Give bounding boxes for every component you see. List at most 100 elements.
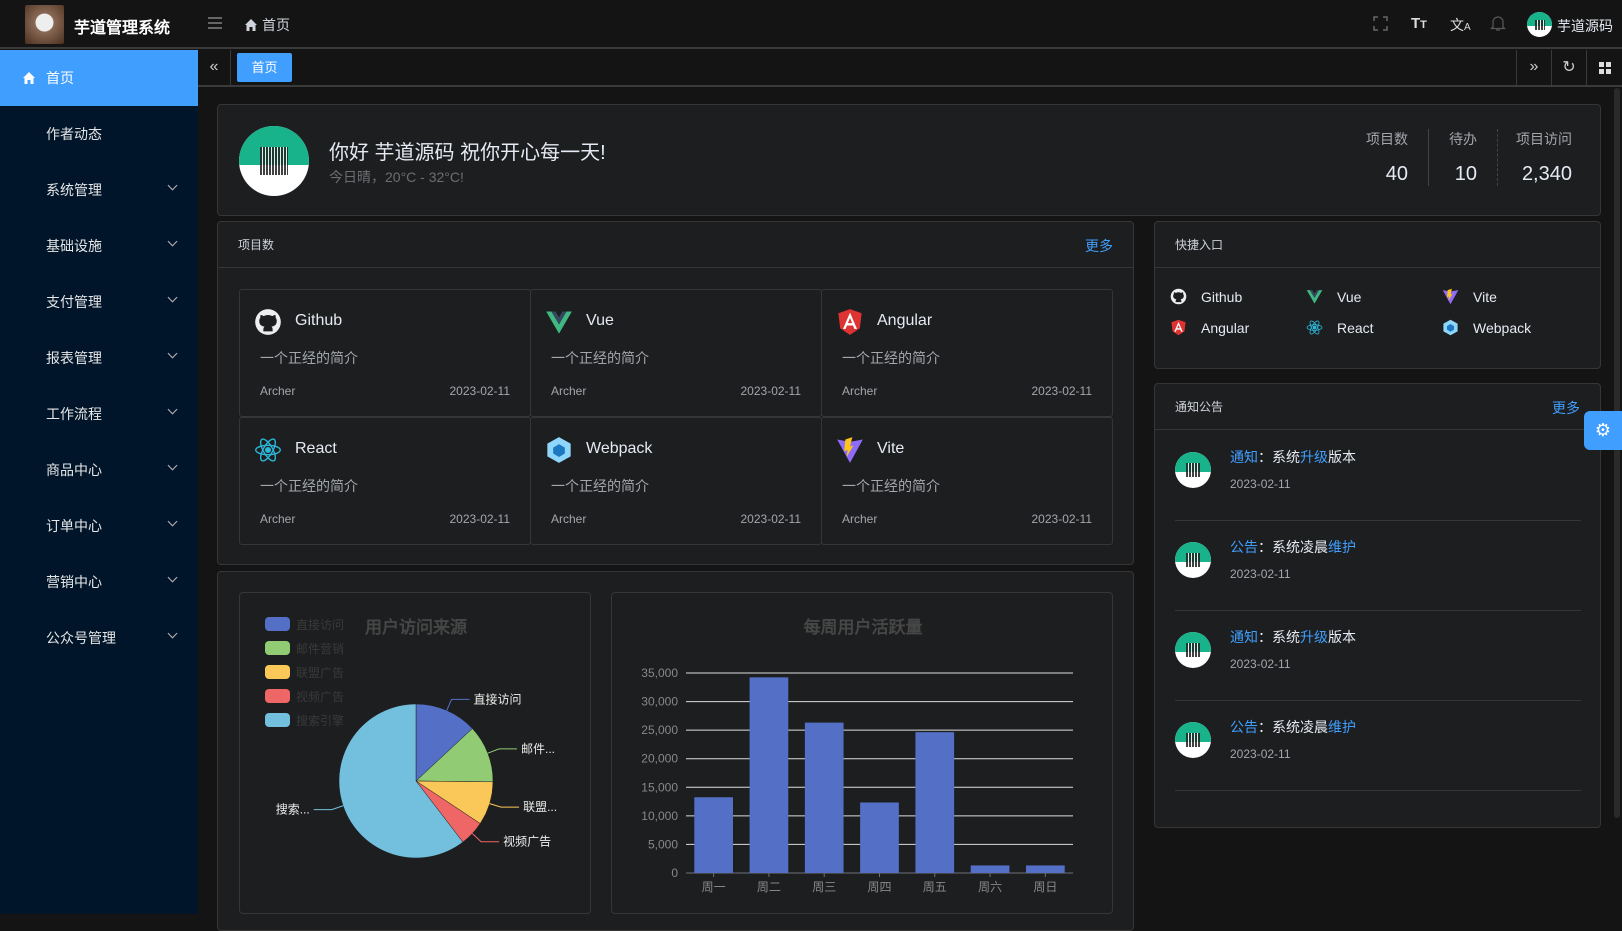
shortcut-vue[interactable]: Vue — [1306, 288, 1361, 305]
fullscreen-icon[interactable] — [1373, 16, 1388, 31]
notices-more-link[interactable]: 更多 — [1552, 400, 1580, 416]
notice-item[interactable]: 通知：系统升级版本 2023-02-11 — [1175, 611, 1581, 701]
chevron-down-icon — [167, 292, 178, 303]
weather: 今日晴，20°C - 32°C! — [329, 169, 464, 185]
project-author: Archer — [842, 512, 878, 526]
shortcut-webpack[interactable]: Webpack — [1442, 319, 1531, 336]
project-desc: 一个正经的简介 — [260, 478, 358, 494]
legend-label: 视频广告 — [296, 689, 344, 704]
pie-label: 联盟... — [523, 800, 557, 814]
vue-icon — [545, 308, 573, 336]
y-tick-label: 20,000 — [641, 752, 678, 766]
project-card[interactable]: Webpack 一个正经的简介 Archer 2023-02-11 — [530, 417, 822, 545]
sidebar-item-9[interactable]: 营销中心 — [0, 554, 198, 610]
legend-swatch — [265, 641, 290, 655]
sidebar-item-label: 报表管理 — [46, 350, 102, 366]
welcome-card: 你好 芋道源码 祝你开心每一天! 今日晴，20°C - 32°C! 项目数 40 … — [217, 104, 1601, 216]
bell-icon[interactable] — [1490, 14, 1506, 32]
shortcut-github[interactable]: Github — [1170, 288, 1242, 305]
sidebar-item-label: 公众号管理 — [46, 630, 116, 646]
project-desc: 一个正经的简介 — [551, 350, 649, 366]
sidebar-item-7[interactable]: 商品中心 — [0, 442, 198, 498]
legend-label: 联盟广告 — [296, 666, 344, 680]
shortcut-vite[interactable]: Vite — [1442, 288, 1497, 305]
scrollbar[interactable] — [1614, 88, 1620, 818]
project-name: Github — [295, 312, 343, 329]
notice-item[interactable]: 公告：系统凌晨维护 2023-02-11 — [1175, 521, 1581, 611]
legend-swatch — [265, 617, 290, 631]
notice-avatar — [1175, 632, 1211, 668]
project-card[interactable]: Angular 一个正经的简介 Archer 2023-02-11 — [821, 289, 1113, 417]
projects-more-link[interactable]: 更多 — [1085, 238, 1113, 254]
project-name: Webpack — [586, 440, 653, 457]
shortcut-label: Vue — [1337, 288, 1362, 305]
refresh-icon[interactable]: ↻ — [1551, 50, 1586, 85]
pie-label: 搜索... — [276, 802, 310, 817]
project-name: Vite — [877, 440, 905, 457]
project-date: 2023-02-11 — [740, 384, 802, 398]
project-date: 2023-02-11 — [449, 512, 511, 526]
translate-icon[interactable]: 文A — [1450, 17, 1471, 33]
sidebar-item-8[interactable]: 订单中心 — [0, 498, 198, 554]
user-avatar[interactable] — [1527, 12, 1552, 37]
x-tick-label: 周三 — [812, 880, 836, 894]
bar-title: 每周用户活跃量 — [804, 617, 923, 637]
shortcut-label: React — [1337, 319, 1374, 336]
react-icon — [1306, 319, 1337, 336]
shortcut-label: Github — [1201, 288, 1243, 305]
scroll-left-button[interactable]: « — [198, 50, 231, 85]
project-card[interactable]: React 一个正经的简介 Archer 2023-02-11 — [239, 417, 531, 545]
project-card[interactable]: Vue 一个正经的简介 Archer 2023-02-11 — [530, 289, 822, 417]
scroll-right-button[interactable]: » — [1516, 50, 1551, 85]
shortcut-react[interactable]: React — [1306, 319, 1374, 336]
sidebar-item-5[interactable]: 报表管理 — [0, 330, 198, 386]
bar — [915, 732, 955, 873]
project-card[interactable]: Github 一个正经的简介 Archer 2023-02-11 — [239, 289, 531, 417]
legend-label: 搜索引擎 — [296, 713, 344, 728]
shortcut-angular[interactable]: Angular — [1170, 319, 1249, 336]
chevron-down-icon — [167, 236, 178, 247]
label-line — [471, 833, 500, 843]
menu-fold-icon[interactable] — [208, 17, 222, 29]
font-size-icon[interactable]: TT — [1411, 15, 1427, 32]
grid-menu-icon[interactable] — [1586, 50, 1622, 85]
project-name: React — [295, 440, 337, 457]
legend-swatch — [265, 689, 290, 703]
chevron-down-icon — [167, 460, 178, 471]
project-desc: 一个正经的简介 — [842, 478, 940, 494]
bar — [749, 677, 789, 873]
project-author: Archer — [260, 384, 296, 398]
react-icon — [254, 436, 282, 464]
project-date: 2023-02-11 — [1031, 512, 1093, 526]
sidebar-item-3[interactable]: 基础设施 — [0, 218, 198, 274]
chevron-down-icon — [167, 516, 178, 527]
vite-icon — [836, 436, 864, 464]
notice-item[interactable]: 公告：系统凌晨维护 2023-02-11 — [1175, 701, 1581, 791]
sidebar-item-10[interactable]: 公众号管理 — [0, 610, 198, 666]
breadcrumb[interactable]: 首页 — [244, 15, 290, 35]
username[interactable]: 芋道源码 — [1557, 18, 1613, 34]
vue-icon — [1306, 288, 1337, 305]
vite-icon — [1442, 288, 1473, 305]
angular-icon — [1170, 319, 1201, 336]
sidebar-item-4[interactable]: 支付管理 — [0, 274, 198, 330]
bar — [1026, 865, 1065, 873]
project-card[interactable]: Vite 一个正经的简介 Archer 2023-02-11 — [821, 417, 1113, 545]
sidebar-item-label: 工作流程 — [46, 406, 102, 422]
bar-chart: 每周用户活跃量 0 5,000 10,000 15,000 20,000 25,000 30,… — [641, 617, 1073, 894]
project-author: Archer — [551, 384, 587, 398]
tab-home[interactable]: 首页 — [237, 53, 292, 82]
settings-button[interactable]: ⚙ — [1584, 411, 1622, 450]
notices-card: 通知公告 更多 通知：系统升级版本 2023-02-11 公告：系统凌晨维护 20… — [1154, 383, 1601, 828]
sidebar-item-1[interactable]: 作者动态 — [0, 106, 198, 162]
breadcrumb-item[interactable]: 首页 — [262, 17, 290, 33]
projects-card: 项目数 更多 Github 一个正经的简介 Archer 2023-02-11 V… — [217, 221, 1134, 565]
sidebar-item-2[interactable]: 系统管理 — [0, 162, 198, 218]
sidebar-item-6[interactable]: 工作流程 — [0, 386, 198, 442]
chevron-down-icon — [167, 180, 178, 191]
tab-bar: « 首页 » ↻ — [198, 50, 1622, 87]
notice-item[interactable]: 通知：系统升级版本 2023-02-11 — [1175, 431, 1581, 521]
project-desc: 一个正经的简介 — [260, 350, 358, 366]
sidebar-item-0[interactable]: 首页 — [0, 50, 198, 106]
pie-title: 用户访问来源 — [365, 617, 467, 637]
